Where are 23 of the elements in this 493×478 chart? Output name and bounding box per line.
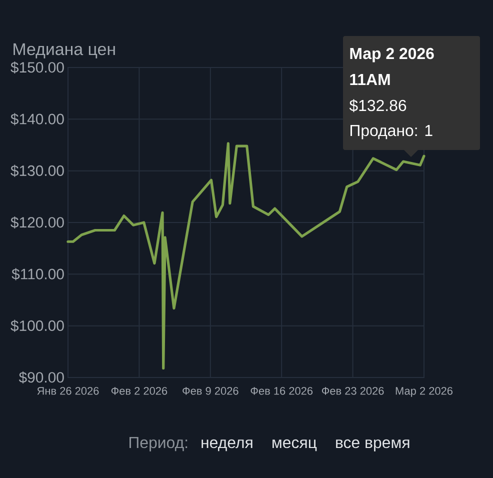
x-tick-label: Фев 2 2026 xyxy=(111,387,168,395)
x-tick-label: Фев 16 2026 xyxy=(250,387,313,395)
line-series xyxy=(66,142,426,370)
y-tick-label: $140.00 xyxy=(10,113,64,126)
x-tick-label: Фев 23 2026 xyxy=(322,387,384,395)
y-tick-label: $90.00 xyxy=(18,371,64,384)
y-tick-label: $130.00 xyxy=(10,164,64,177)
annotation: $132.86 xyxy=(349,99,406,112)
x-tick-label: Фев 9 2026 xyxy=(182,387,238,395)
y-axis-title: Медиана цен xyxy=(14,43,115,58)
y-tick-label: $110.00 xyxy=(12,268,64,280)
y-tick-label: $120.00 xyxy=(10,216,64,229)
annotation: 11AM xyxy=(350,74,390,85)
y-tick-label: $100.00 xyxy=(10,320,64,332)
text: Мар 2 2026 xyxy=(350,48,434,62)
text: Период: xyxy=(130,437,188,452)
x-tick-label: Мар 2 2026 xyxy=(396,387,452,397)
text: месяц xyxy=(272,439,317,452)
text: все время xyxy=(336,439,410,452)
y-tick-label: $150.00 xyxy=(10,61,64,74)
text: неделя xyxy=(202,439,252,452)
annotation: Продано: 1 xyxy=(350,125,432,140)
x-tick-label: Янв 26 2026 xyxy=(37,387,99,395)
